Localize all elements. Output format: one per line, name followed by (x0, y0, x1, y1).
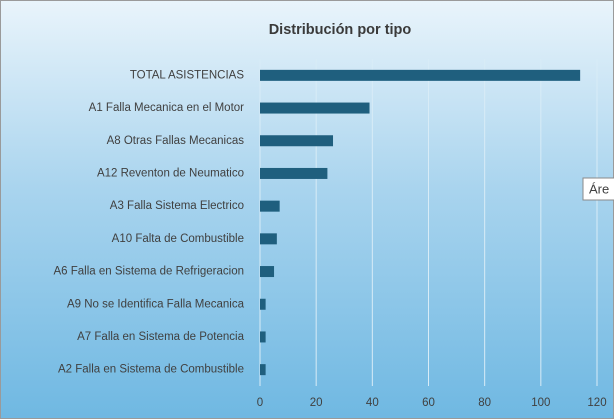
bar (260, 266, 275, 278)
bar (260, 331, 266, 343)
tooltip: Áre (582, 177, 614, 201)
y-tick-label: A12 Reventon de Neumatico (97, 167, 244, 179)
y-tick-label: A8 Otras Fallas Mecanicas (107, 135, 245, 147)
bar (260, 233, 277, 245)
y-tick-label: A2 Falla en Sistema de Combustible (58, 364, 244, 376)
x-tick-label: 20 (310, 397, 323, 409)
x-tick-label: 100 (531, 397, 550, 409)
x-tick-label: 0 (257, 397, 263, 409)
y-tick-label: A1 Falla Mecanica en el Motor (89, 102, 244, 114)
x-tick-label: 40 (366, 397, 379, 409)
bar (260, 364, 266, 376)
bar (260, 167, 328, 179)
bar (260, 135, 334, 147)
y-tick-label: A6 Falla en Sistema de Refrigeracion (54, 266, 245, 278)
x-tick-label: 120 (587, 397, 606, 409)
y-tick-label: TOTAL ASISTENCIAS (130, 69, 245, 81)
tooltip-text: Áre (589, 181, 609, 196)
x-tick-label: 80 (478, 397, 491, 409)
y-tick-label: A9 No se Identifica Falla Mecanica (67, 298, 245, 310)
bar (260, 102, 370, 114)
tooltip-box (582, 177, 614, 201)
x-tick-label: 60 (422, 397, 435, 409)
y-tick-label: A10 Falta de Combustible (112, 233, 244, 245)
chart-title: Distribución por tipo (269, 22, 412, 38)
bar (260, 298, 266, 310)
bar (260, 69, 581, 81)
y-tick-label: A7 Falla en Sistema de Potencia (77, 331, 244, 343)
y-tick-label: A3 Falla Sistema Electrico (110, 200, 244, 212)
bar (260, 200, 280, 212)
